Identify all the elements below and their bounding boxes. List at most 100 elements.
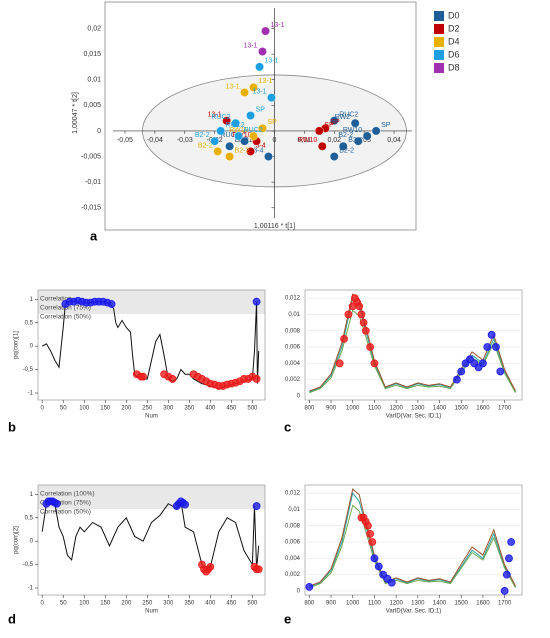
legend-label: D4 xyxy=(448,36,460,46)
point-label: RW10 xyxy=(229,127,248,134)
x-tick-label: 200 xyxy=(121,601,132,607)
x-tick-label: 50 xyxy=(60,601,67,607)
annotation: Correlation xyxy=(40,296,72,303)
correlation-band xyxy=(38,485,265,509)
annotation: Correlation (100%) xyxy=(40,491,95,498)
highlight-marker xyxy=(361,326,370,335)
x-tick-label: 1100 xyxy=(368,406,382,412)
highlight-marker xyxy=(368,538,377,546)
panel: d -1 -0,5 0 0,5 1 0 50 100 150 200 250 300 350 400 450 5… xyxy=(8,484,266,626)
highlight-marker xyxy=(206,563,215,571)
x-tick-label: 500 xyxy=(247,601,258,607)
score-point xyxy=(264,152,273,161)
panel: b -1 -0,5 0 0,5 1 0 50 100 150 200 250 300 350 400 450 5… xyxy=(8,289,266,434)
score-point xyxy=(362,131,372,141)
x-axis-title: 1,00116 * t[1] xyxy=(254,223,295,230)
x-tick-label: -0,04 xyxy=(147,137,163,144)
x-tick-label: 250 xyxy=(142,601,153,607)
panel-letter: e xyxy=(284,611,291,626)
legend-label: D2 xyxy=(448,23,460,33)
score-point xyxy=(353,136,363,146)
y-tick-label: -1 xyxy=(28,391,34,397)
highlight-marker xyxy=(505,554,513,563)
data-line xyxy=(41,499,260,570)
highlight-marker xyxy=(492,343,500,351)
highlight-marker xyxy=(107,300,116,308)
y-tick-label: 0,012 xyxy=(285,491,301,497)
data-line xyxy=(309,297,516,393)
y-tick-label: -1 xyxy=(28,586,34,592)
data-line xyxy=(309,492,516,588)
y-tick-label: 0 xyxy=(97,128,101,135)
highlight-marker xyxy=(502,570,511,579)
point-label: 3-4 xyxy=(256,142,266,149)
point-label: B2-2 xyxy=(198,142,213,149)
x-tick-label: 400 xyxy=(205,406,216,412)
x-tick-label: 1200 xyxy=(389,601,403,607)
y-tick-label: 0,012 xyxy=(285,296,301,302)
highlight-marker xyxy=(357,310,366,319)
y-tick-label: 0,5 xyxy=(25,515,34,521)
x-tick-label: 0,04 xyxy=(387,137,401,144)
y-tick-label: 0,006 xyxy=(285,540,301,546)
y-axis-title: pq(corr)[1] xyxy=(14,331,20,359)
highlight-marker xyxy=(305,582,314,591)
data-line xyxy=(309,293,516,392)
y-tick-label: 0 xyxy=(30,539,34,545)
x-tick-label: 1000 xyxy=(346,601,360,607)
y-tick-label: 0,01 xyxy=(87,77,101,84)
point-label: SP xyxy=(324,122,334,129)
x-tick-label: 1300 xyxy=(411,406,425,412)
y-tick-label: 0,004 xyxy=(285,556,301,562)
x-tick-label: 1300 xyxy=(411,601,425,607)
point-label: 13-1 xyxy=(259,78,273,85)
annotation: Correlation (50%) xyxy=(40,314,91,321)
point-label: B2-2 xyxy=(235,147,250,154)
legend-swatch xyxy=(434,11,444,21)
score-point xyxy=(314,126,324,136)
highlight-marker xyxy=(452,375,461,384)
y-tick-label: -0,015 xyxy=(81,205,101,212)
highlight-marker xyxy=(355,302,364,311)
x-tick-label: -0,03 xyxy=(177,137,193,144)
x-tick-label: 0 xyxy=(41,406,45,412)
x-tick-label: 450 xyxy=(226,406,237,412)
x-tick-label: 900 xyxy=(326,406,337,412)
x-tick-label: 800 xyxy=(304,406,315,412)
y-tick-label: 0,006 xyxy=(285,345,301,351)
point-label: RW2 xyxy=(335,114,351,121)
score-point xyxy=(246,111,255,120)
x-tick-label: 0 xyxy=(41,601,45,607)
y-axis-title: pq(corr)[2] xyxy=(14,526,20,554)
point-label: 13-1 xyxy=(252,88,266,95)
highlight-marker xyxy=(252,297,261,306)
panel: a-0,05-0,04-0,03-0,02-0,0100,010,020,030… xyxy=(72,1,460,243)
point-label: B2 xyxy=(235,137,244,144)
point-label: SP xyxy=(256,106,266,113)
score-point xyxy=(255,62,264,72)
panel-letter: a xyxy=(90,228,98,243)
x-tick-label: 900 xyxy=(326,601,337,607)
score-point xyxy=(234,131,243,141)
score-point xyxy=(329,116,339,126)
point-label: 13-1 xyxy=(208,112,222,119)
highlight-marker xyxy=(366,343,375,351)
highlight-marker xyxy=(457,367,466,376)
x-tick-label: 1400 xyxy=(433,601,447,607)
point-label: B2-2 xyxy=(339,147,354,154)
score-point xyxy=(240,88,249,97)
highlight-marker xyxy=(359,318,368,327)
highlight-marker xyxy=(252,375,261,383)
x-tick-label: 350 xyxy=(184,406,195,412)
x-tick-label: 1700 xyxy=(498,406,512,412)
x-tick-label: 1500 xyxy=(455,601,469,607)
y-tick-label: 0 xyxy=(30,344,34,350)
score-point xyxy=(338,141,348,151)
x-tick-label: 1700 xyxy=(498,601,512,607)
point-label: RUC2 xyxy=(244,127,263,134)
x-tick-label: 1600 xyxy=(476,601,490,607)
highlight-marker xyxy=(374,562,383,571)
score-point xyxy=(225,141,235,151)
panel: e 0 0,002 0,004 0,006 0,008 0,01 0,012 800 900 100… xyxy=(284,484,523,626)
